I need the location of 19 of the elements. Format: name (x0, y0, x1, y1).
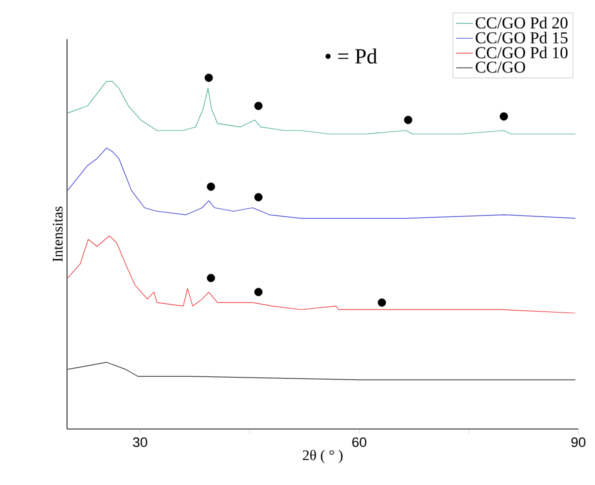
point (254, 288, 263, 296)
point (206, 182, 216, 191)
point (378, 298, 386, 307)
text: • = Pd (326, 48, 378, 64)
legend-label: CC/GO (476, 62, 526, 73)
point (254, 193, 263, 202)
point (254, 102, 263, 110)
point (204, 74, 213, 82)
legend-label: CC/GO Pd 20 (476, 16, 568, 29)
x-axis-title: 2θ ( ° ) (302, 450, 343, 464)
x-tick-label: 30 (133, 437, 148, 448)
y-axis-title: Intensitas (52, 206, 63, 262)
legend-label: CC/GO Pd 10 (476, 46, 568, 58)
point (206, 274, 216, 282)
point (500, 112, 508, 121)
legend-label: CC/GO Pd 15 (476, 32, 568, 44)
point (404, 116, 412, 124)
x-tick-label: 60 (352, 437, 366, 448)
x-tick-label: 90 (571, 437, 586, 448)
